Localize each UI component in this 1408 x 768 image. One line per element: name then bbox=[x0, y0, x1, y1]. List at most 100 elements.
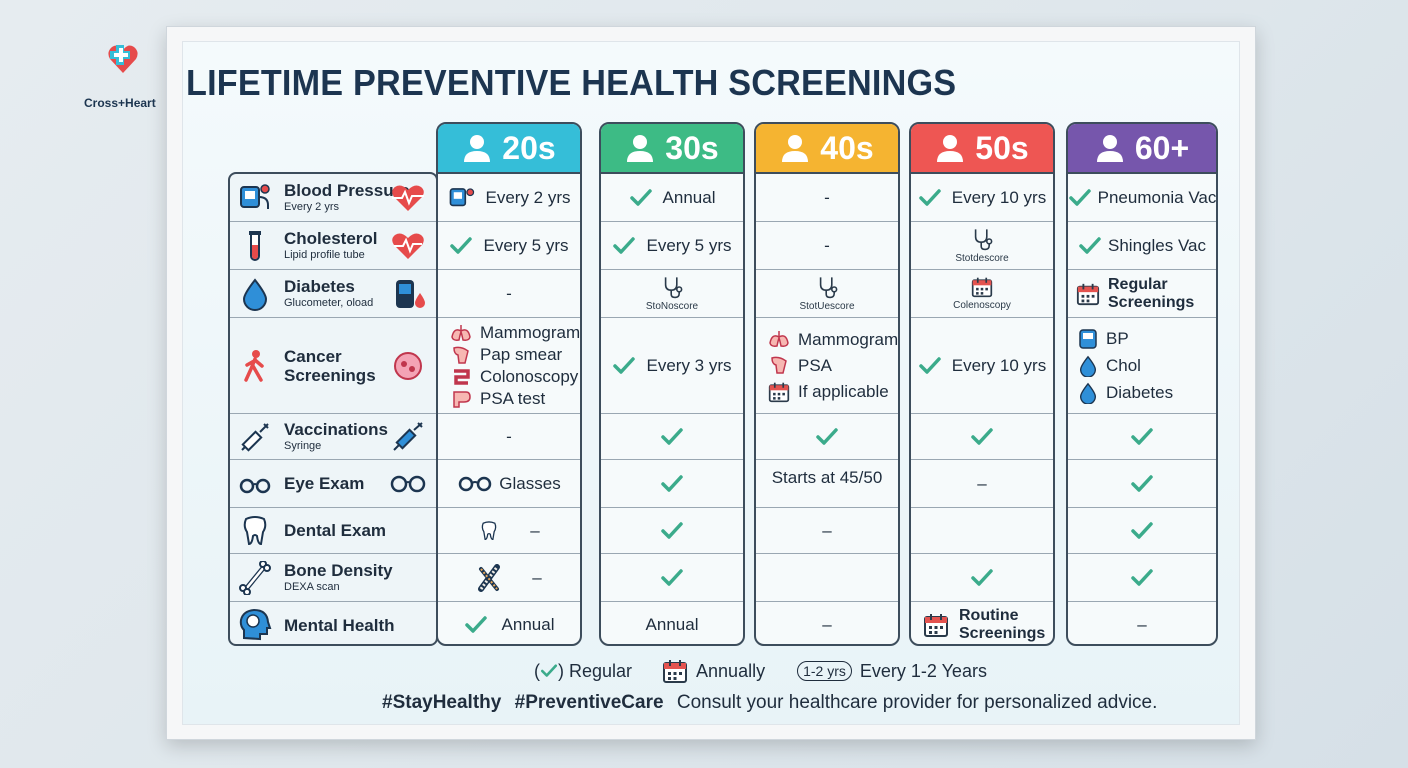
cell-40s-dental-exam: – bbox=[756, 508, 898, 554]
cell-50s-cholesterol: Stotdescore bbox=[911, 222, 1053, 270]
check-icon bbox=[660, 521, 684, 541]
cell-text: Shingles Vac bbox=[1108, 235, 1206, 255]
row-header-vaccinations: Vaccinations Syringe bbox=[230, 414, 436, 460]
row-label: Diabetes bbox=[284, 277, 355, 296]
list-item: Diabetes bbox=[1078, 382, 1173, 404]
calendar-icon bbox=[971, 276, 993, 298]
row-headers: Blood Pressure Every 2 yrs Cholesterol Lip… bbox=[228, 172, 438, 646]
cell-text: - bbox=[506, 426, 512, 446]
cell-text: Every 5 yrs bbox=[483, 235, 569, 255]
legend-regular-open: ( bbox=[534, 660, 540, 681]
cell-60-diabetes: Regular Screenings bbox=[1068, 270, 1216, 318]
footer-note: Consult your healthcare provider for per… bbox=[676, 692, 1158, 713]
cross-heart-icon bbox=[108, 45, 138, 73]
cell-60-cancer-screenings: BP Chol Diabetes bbox=[1068, 318, 1216, 414]
page-title: LIFETIME PREVENTIVE HEALTH SCREENINGS bbox=[186, 62, 957, 103]
lungs-icon bbox=[451, 324, 471, 341]
cell-40s-blood-pressure: - bbox=[756, 174, 898, 222]
cell-20s-dental-exam: – bbox=[438, 508, 580, 554]
check-icon bbox=[970, 427, 994, 447]
check-icon bbox=[918, 188, 942, 208]
glucometer-icon bbox=[396, 279, 425, 308]
check-icon bbox=[1130, 427, 1154, 447]
list-text: Mammogram bbox=[798, 329, 899, 349]
cell-text: Annual bbox=[662, 187, 716, 207]
cell-text: Every 2 yrs bbox=[485, 187, 571, 207]
cell-20s-vaccinations: - bbox=[438, 414, 580, 460]
check-icon bbox=[660, 568, 684, 588]
cell-20s-eye-exam: Glasses bbox=[438, 460, 580, 508]
cell-40s-vaccinations bbox=[756, 414, 898, 460]
spine-xray-icon bbox=[478, 563, 501, 592]
column-label: 20s bbox=[502, 129, 556, 166]
list-text: PSA test bbox=[480, 389, 546, 408]
legend: ( ) Regular Annually 1-2 yrs Every 1-2 Y… bbox=[534, 658, 987, 684]
cell-60-dental-exam bbox=[1068, 508, 1216, 554]
cell-20s-diabetes: - bbox=[438, 270, 580, 318]
check-icon bbox=[540, 663, 558, 679]
syringe-icon bbox=[241, 422, 269, 452]
list-text: Pap smear bbox=[480, 345, 563, 364]
row-header-blood-pressure: Blood Pressure Every 2 yrs bbox=[230, 174, 436, 222]
row-label: Eye Exam bbox=[284, 474, 365, 493]
cell-20s-bone-density: – bbox=[438, 554, 580, 602]
cell-30s-dental-exam bbox=[601, 508, 743, 554]
cell-text-line2: Screenings bbox=[959, 625, 1046, 642]
cell-60-mental-health: – bbox=[1068, 602, 1216, 644]
check-icon bbox=[612, 236, 636, 256]
row-header-dental-exam: Dental Exam bbox=[230, 508, 436, 554]
row-sublabel: DEXA scan bbox=[284, 581, 340, 593]
row-header-cancer-screenings: Cancer Screenings bbox=[230, 318, 436, 414]
cell-50s-mental-health: Routine Screenings bbox=[911, 602, 1053, 644]
row-label: Vaccinations bbox=[284, 420, 388, 439]
check-icon bbox=[1078, 236, 1102, 256]
stethoscope-icon bbox=[660, 275, 684, 299]
calendar-icon bbox=[662, 658, 688, 684]
person-icon bbox=[625, 133, 655, 163]
cell-text: – bbox=[822, 520, 832, 540]
cell-30s-eye-exam bbox=[601, 460, 743, 508]
cell-text: – bbox=[532, 567, 542, 587]
list-item: If applicable bbox=[768, 381, 889, 403]
row-header-diabetes: Diabetes Glucometer, oload bbox=[230, 270, 436, 318]
bone-icon bbox=[239, 560, 271, 595]
cell-text: Annual bbox=[501, 615, 555, 634]
lungs-icon bbox=[769, 331, 789, 347]
heart-pulse-icon bbox=[392, 233, 424, 259]
list-item: Pap smear bbox=[450, 344, 562, 365]
blood-pressure-cuff-icon bbox=[240, 183, 270, 209]
row-label-line2: Screenings bbox=[284, 365, 376, 385]
cell-40s-cancer-screenings: Mammogram PSA If applicable bbox=[756, 318, 898, 414]
cell-text: Every 3 yrs bbox=[646, 355, 732, 375]
row-label: Bone Density bbox=[284, 561, 393, 580]
row-sublabel: Syringe bbox=[284, 440, 322, 452]
cell-text: Every 10 yrs bbox=[951, 355, 1047, 375]
calendar-icon bbox=[768, 381, 790, 403]
row-sublabel: Every 2 yrs bbox=[284, 201, 340, 213]
list-text: Diabetes bbox=[1106, 383, 1174, 402]
row-header-eye-exam: Eye Exam bbox=[230, 460, 436, 508]
column-label: 30s bbox=[665, 129, 719, 166]
cell-caption: Stotdescore bbox=[955, 253, 1009, 264]
hashtag-preventive-care: #PreventiveCare bbox=[514, 692, 664, 713]
cell-40s-bone-density bbox=[756, 554, 898, 602]
column-header-30s: 30s bbox=[601, 124, 743, 174]
cell-50s-eye-exam: – bbox=[911, 460, 1053, 508]
blood-pressure-cuff-icon bbox=[450, 187, 475, 206]
row-sublabel: Glucometer, oload bbox=[284, 297, 374, 309]
list-text: Chol bbox=[1106, 356, 1141, 375]
cell-50s-diabetes: Colenoscopy bbox=[911, 270, 1053, 318]
cell-50s-bone-density bbox=[911, 554, 1053, 602]
list-item: PSA test bbox=[450, 388, 545, 409]
cell-20s-cholesterol: Every 5 yrs bbox=[438, 222, 580, 270]
column-label: 40s bbox=[820, 129, 874, 166]
list-text: BP bbox=[1106, 329, 1129, 348]
cell-50s-vaccinations bbox=[911, 414, 1053, 460]
cell-30s-blood-pressure: Annual bbox=[601, 174, 743, 222]
check-icon bbox=[1130, 568, 1154, 588]
cell-text: Routine bbox=[959, 607, 1019, 624]
cell-text: Annual bbox=[645, 615, 699, 634]
brain-head-icon bbox=[239, 608, 272, 641]
person-icon bbox=[1095, 133, 1125, 163]
cell-20s-cancer-screenings: Mammogram Pap smear Colonoscopy PSA test bbox=[438, 318, 580, 414]
